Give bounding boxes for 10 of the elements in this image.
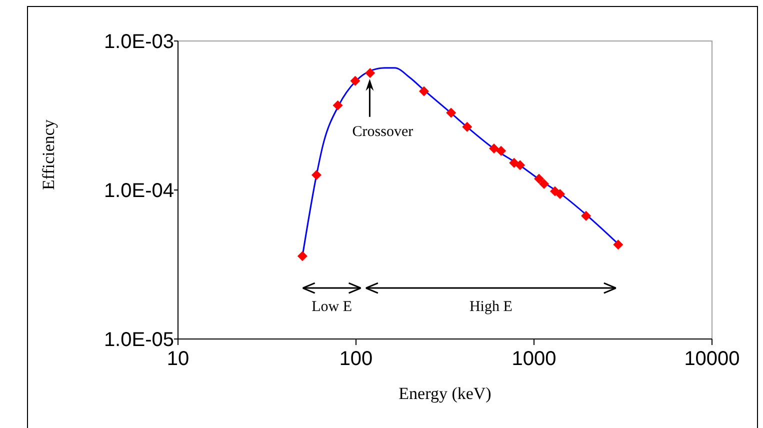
y-tick-label: 1.0E-03 — [104, 31, 174, 54]
y-tick-label: 1.0E-04 — [104, 180, 174, 202]
x-tick-label: 10000 — [684, 348, 740, 370]
x-tick-label: 100 — [339, 348, 373, 370]
annotation: High E — [469, 299, 512, 316]
annotation: Crossover — [352, 124, 414, 140]
annotation: Low E — [312, 299, 352, 316]
y-axis-title: Efficiency — [39, 119, 58, 190]
x-tick-label: 1000 — [512, 348, 556, 370]
x-axis-title: Energy (keV) — [398, 384, 492, 403]
